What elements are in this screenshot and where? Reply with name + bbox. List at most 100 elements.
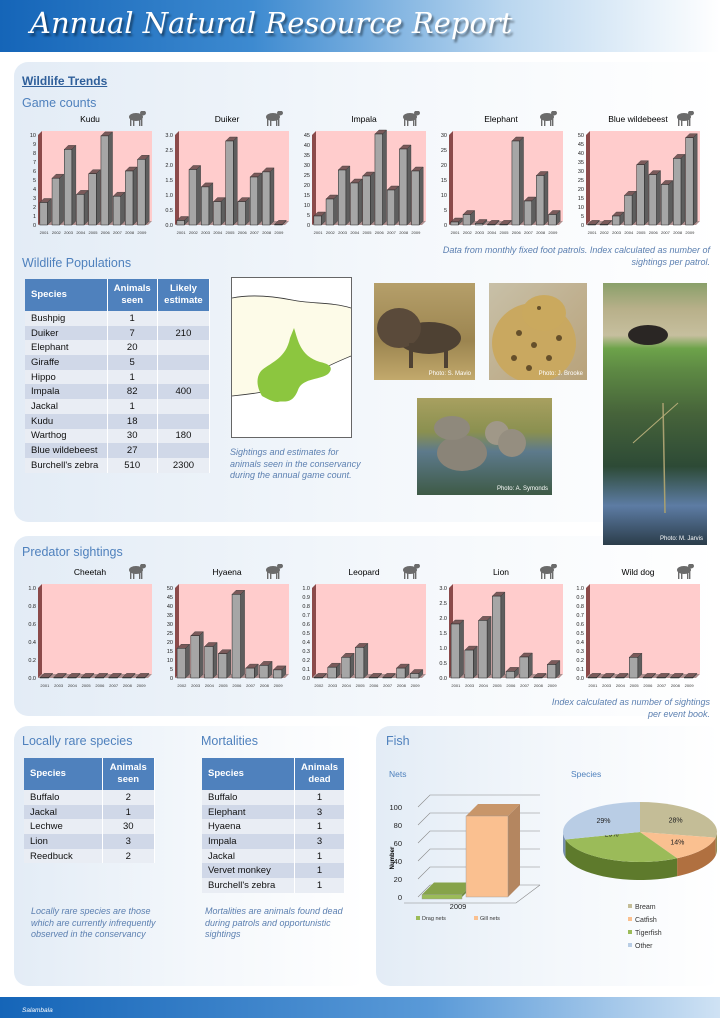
nets-chart: 0 20 40 60 80 100 Number Drag nets Gill nets 2009 xyxy=(389,794,541,922)
nets-title: Nets xyxy=(389,769,407,779)
bar xyxy=(499,219,512,226)
y-tick-label: 0 xyxy=(307,223,310,229)
bar xyxy=(137,154,150,226)
y-tick-label: 45 xyxy=(167,595,173,601)
plot-side-wall xyxy=(312,131,316,225)
y-tick-label: 0.0 xyxy=(439,676,447,682)
footer: Salambala xyxy=(0,997,720,1018)
elephant-icon xyxy=(540,111,557,126)
y-tick-label: 1.0 xyxy=(576,586,584,592)
bar-gill-nets xyxy=(465,804,520,898)
wildlife-trends-heading: Wildlife Trends xyxy=(22,74,108,88)
table-cell: Burchell's zebra xyxy=(25,457,108,473)
bar-chart-hyaena: Hyaena 0 5 10 15 20 25 30 35 40 45 50 2002 2003 2004 20… xyxy=(167,564,289,688)
pie-slice-side xyxy=(565,839,678,880)
table-cell: Duiker xyxy=(25,325,108,341)
bar xyxy=(683,672,698,679)
table-row: Jackal 1 xyxy=(25,399,211,414)
photo-buffalo: Photo: S. Mavio xyxy=(374,283,475,380)
x-tick-label: 2008 xyxy=(260,683,270,688)
y-tick-label: 10 xyxy=(30,133,36,139)
bar xyxy=(76,189,89,226)
bar xyxy=(313,672,328,679)
y-tick-label: 9 xyxy=(33,142,36,148)
y-tick-label: 6 xyxy=(33,169,36,175)
bar-chart-elephant: Elephant 0 5 10 15 20 25 30 2001 2002 2003 2004 2005… xyxy=(441,111,563,235)
table-row: Impala 82 400 xyxy=(25,384,211,400)
map-caption: Sightings and estimates for animals seen… xyxy=(230,447,361,480)
bar xyxy=(88,169,101,226)
bar xyxy=(533,672,547,679)
x-tick-label: 2001 xyxy=(588,683,598,688)
y-tick-label: 30 xyxy=(167,622,173,628)
bar xyxy=(409,669,424,679)
table-cell xyxy=(157,340,211,356)
y-tick-label: 0.2 xyxy=(28,658,36,664)
column-header: Animals dead xyxy=(294,758,345,790)
column-header: Species xyxy=(202,758,296,790)
table-row: Reedbuck 2 xyxy=(24,848,155,864)
column-header: Species xyxy=(24,758,103,790)
bar xyxy=(636,160,649,226)
y-tick-label: 20 xyxy=(441,163,447,169)
y-tick-label: 5 xyxy=(170,667,173,673)
bar xyxy=(587,672,602,679)
x-tick-label: 2008 xyxy=(534,683,544,688)
mortalities-heading: Mortalities xyxy=(201,734,258,748)
y-tick-label: 20 xyxy=(167,640,173,646)
photo-leopard: Photo: J. Brooke xyxy=(489,283,587,380)
table-row: Buffalo 1 xyxy=(202,790,345,805)
table-cell: Lion xyxy=(24,834,103,849)
bar xyxy=(245,663,259,679)
y-tick-label: 40 xyxy=(394,857,402,866)
table-row: Jackal 1 xyxy=(24,804,155,820)
plot-side-wall xyxy=(38,584,42,678)
y-tick-label: 45 xyxy=(304,133,310,139)
game-counts-heading: Game counts xyxy=(22,96,97,110)
x-tick-label: 2005 xyxy=(500,230,510,235)
table-cell: 1 xyxy=(294,848,345,864)
table-row: Lion 3 xyxy=(24,834,155,849)
y-tick-label: 3.0 xyxy=(439,586,447,592)
y-axis-label: Number xyxy=(390,846,396,869)
table-cell: 2 xyxy=(102,848,155,864)
bar xyxy=(474,219,488,226)
photo-credit: Photo: J. Brooke xyxy=(538,371,583,377)
bar xyxy=(462,210,476,226)
column-header: Likely estimate xyxy=(157,279,211,311)
table-row: Elephant 20 xyxy=(25,340,211,356)
table-cell: Impala xyxy=(202,834,296,849)
bar xyxy=(249,172,263,226)
x-tick-label: 2003 xyxy=(54,683,64,688)
x-tick-label: 2009 xyxy=(548,683,558,688)
x-tick-label: 2008 xyxy=(262,230,272,235)
bar xyxy=(660,180,674,226)
x-tick-label: 2004 xyxy=(350,230,360,235)
x-tick-label: 2004 xyxy=(624,230,634,235)
bar xyxy=(535,171,549,226)
legend-item: Bream xyxy=(628,904,656,911)
y-tick-label: 0.9 xyxy=(576,595,584,601)
table-cell: 82 xyxy=(107,384,158,400)
bar xyxy=(39,198,52,226)
y-tick-label: 10 xyxy=(304,203,310,209)
x-tick-label: 2001 xyxy=(451,230,461,235)
x-tick-label: 2009 xyxy=(137,683,147,688)
y-tick-label: 1.5 xyxy=(439,631,447,637)
bar xyxy=(548,210,561,226)
bar xyxy=(491,591,506,679)
bar xyxy=(39,672,54,679)
leopard-icon xyxy=(403,564,420,579)
bar xyxy=(341,652,355,679)
y-tick-label: 3.0 xyxy=(165,133,173,139)
bar xyxy=(327,662,341,679)
y-tick-label: 5 xyxy=(33,178,36,184)
x-tick-label: 2002 xyxy=(52,230,62,235)
x-tick-label: 2007 xyxy=(250,230,260,235)
x-tick-label: 2002 xyxy=(600,230,610,235)
x-tick-label: 2009 xyxy=(411,230,421,235)
x-tick-label: 2002 xyxy=(326,230,336,235)
bar xyxy=(231,589,246,679)
y-tick-label: 0 xyxy=(581,223,584,229)
